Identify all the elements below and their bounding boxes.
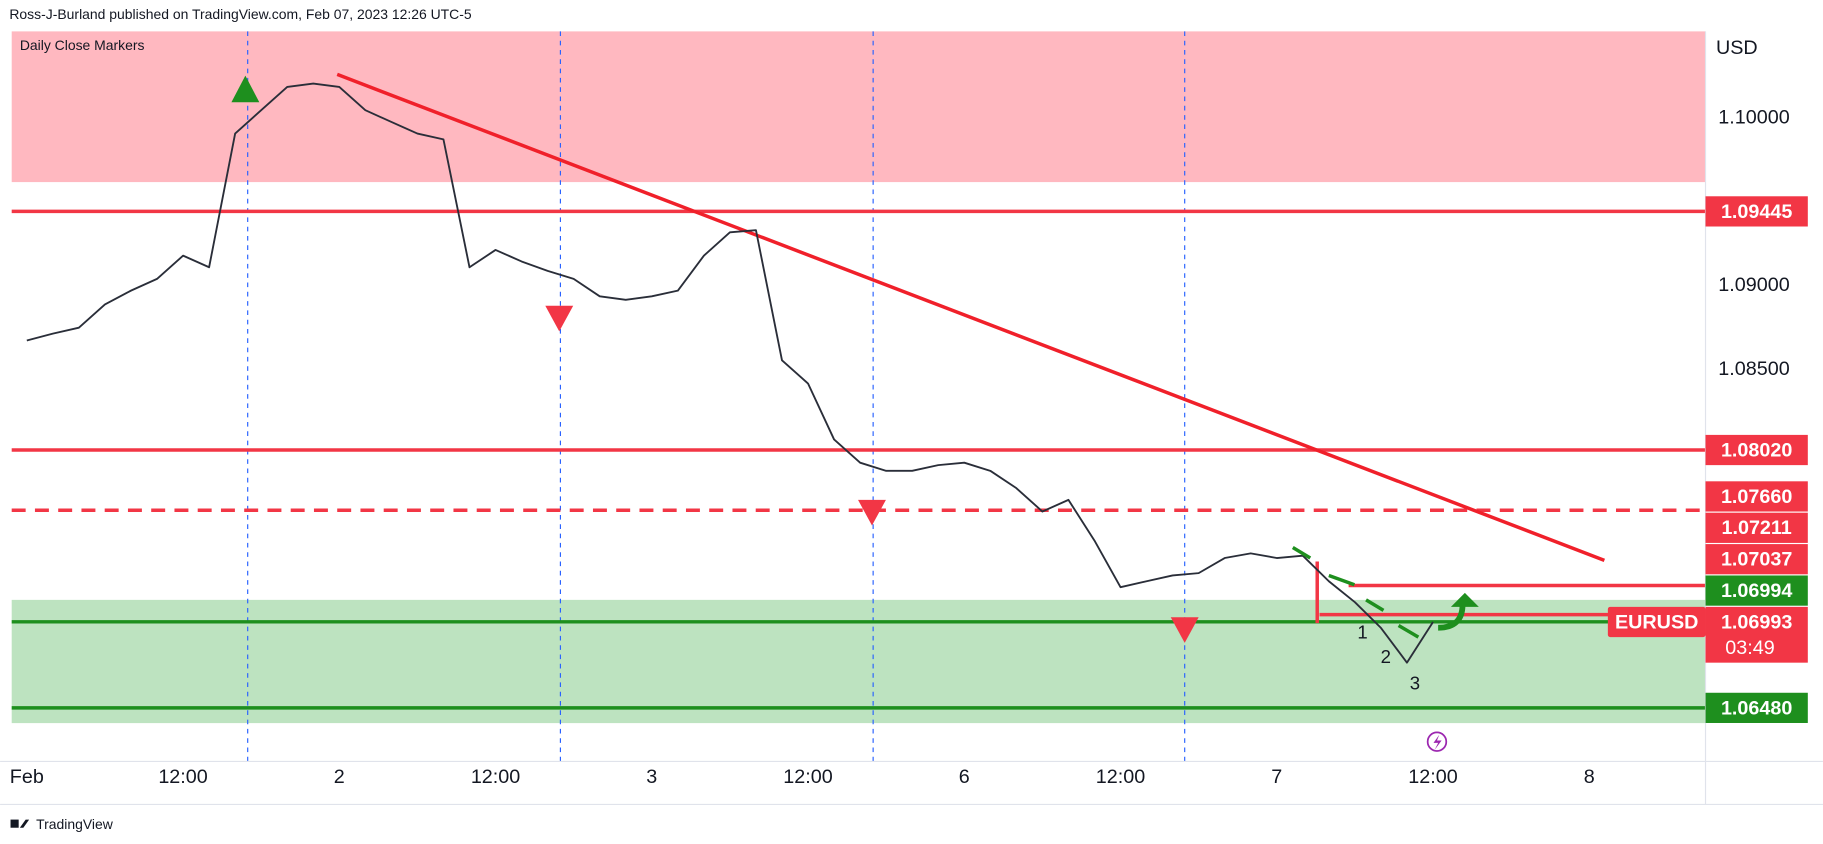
- x-tick-label: 7: [1271, 766, 1282, 788]
- x-tick-label: 12:00: [783, 766, 832, 788]
- price-label-box: [1705, 575, 1808, 606]
- price-label: 1.07211: [1722, 517, 1792, 539]
- zone: [11, 31, 1706, 183]
- x-tick-label: 6: [959, 766, 970, 788]
- bands: [11, 31, 1706, 724]
- annotation: 1: [1357, 621, 1367, 642]
- price-label-box: [1705, 692, 1808, 723]
- price-label-box: [1705, 544, 1808, 575]
- swing-mark: [1397, 623, 1420, 639]
- logo-part: [19, 819, 30, 828]
- price-label-box: [1705, 481, 1808, 512]
- series: [26, 82, 1434, 664]
- annotation: 3: [1410, 673, 1420, 694]
- x-tick-label: 12:00: [158, 766, 207, 788]
- x-tick-label: 12:00: [471, 766, 520, 788]
- arrow-head: [1450, 592, 1479, 607]
- logo-part: [10, 819, 19, 828]
- countdown: 03:49: [1725, 637, 1774, 659]
- x-tick-label: 12:00: [1096, 766, 1145, 788]
- axis-labels: 1.08500 1.09000 1.10000 Feb 12:00 2 12:00 3 12:0…: [10, 107, 1808, 788]
- price-label: 1.09445: [1721, 201, 1792, 223]
- price-label: 1.07660: [1721, 486, 1792, 508]
- legend-title: Daily Close Markers: [20, 37, 145, 53]
- zone: [11, 599, 1706, 724]
- price-line: [26, 82, 1434, 664]
- symbol-label: EURUSD: [1615, 611, 1698, 633]
- swing-marks: [1291, 546, 1479, 639]
- price-label: 1.06480: [1721, 697, 1792, 719]
- trend-line: [336, 72, 1605, 562]
- annotation: 2: [1381, 646, 1391, 667]
- event-icon[interactable]: [1426, 731, 1448, 752]
- last-price-label: 1.06993: [1721, 611, 1792, 633]
- event-icon-bolt: [1433, 734, 1442, 750]
- swing-mark: [1365, 598, 1385, 612]
- x-tick-label: 2: [334, 766, 345, 788]
- price-label-box: [1705, 512, 1808, 543]
- swing-mark: [1328, 573, 1356, 587]
- currency: USD: [1716, 37, 1758, 59]
- curved-arrow: [1437, 604, 1466, 631]
- levels: [11, 209, 1706, 710]
- down-marker: [1170, 617, 1199, 643]
- y-tick-label: 1.10000: [1718, 107, 1789, 129]
- x-tick-label: 3: [646, 766, 657, 788]
- down-marker: [545, 305, 574, 332]
- down-marker: [858, 499, 886, 526]
- x-tick-label: Feb: [10, 766, 44, 788]
- y-tick-label: 1.08500: [1718, 358, 1789, 380]
- price-label: 1.06994: [1721, 580, 1792, 602]
- price-label: 1.07037: [1721, 549, 1792, 571]
- y-tick-label: 1.09000: [1718, 274, 1789, 296]
- price-label: 1.08020: [1721, 439, 1792, 461]
- x-tick-label: 12:00: [1408, 766, 1457, 788]
- symbol-box: [1607, 606, 1706, 638]
- brand: TradingView: [36, 816, 114, 832]
- brand-logo: [10, 819, 30, 828]
- header: Ross-J-Burland published on TradingView.…: [9, 6, 472, 22]
- price-label-box: [1705, 434, 1808, 466]
- last-price-box: [1705, 606, 1808, 663]
- session-separators: [247, 31, 1186, 762]
- swing-mark: [1291, 546, 1312, 560]
- price-label-box: [1705, 196, 1808, 227]
- x-tick-label: 8: [1584, 766, 1595, 788]
- up-marker: [231, 75, 260, 103]
